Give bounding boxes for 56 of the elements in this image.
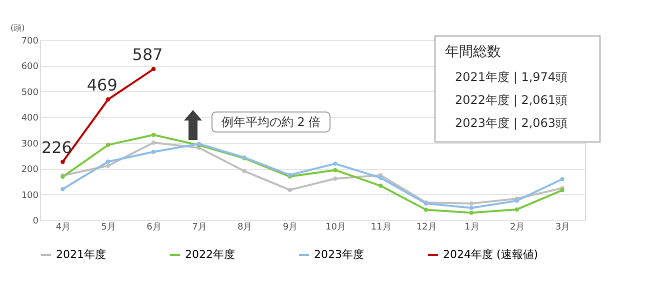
annotation: 2022年度 | 2,061頭 — [455, 93, 568, 107]
y-tick-label: 400 — [21, 114, 39, 124]
point — [60, 160, 65, 164]
annotation: 例年平均の約 2 倍 — [221, 115, 321, 129]
point — [514, 207, 519, 212]
point — [469, 201, 474, 206]
data-label: 587 — [132, 45, 163, 64]
x-tick-label: 12月 — [416, 222, 437, 232]
x-tick-label: 5月 — [101, 222, 116, 232]
point — [106, 97, 110, 102]
x-tick-label: 6月 — [146, 222, 162, 232]
point — [424, 208, 428, 212]
y-tick-label: 300 — [21, 139, 39, 150]
annotation: 2021年度 | 1,974頭 — [455, 70, 568, 84]
y-tick-label: 600 — [21, 62, 39, 72]
point — [106, 160, 110, 164]
point — [151, 150, 156, 154]
x-tick-label: 8月 — [238, 222, 252, 232]
x-tick-label: 3月 — [555, 222, 570, 232]
x-tick-label: 9月 — [282, 222, 298, 232]
data-label: 469 — [86, 75, 118, 94]
annotation: 2023年度 | 2,063頭 — [455, 116, 568, 130]
point — [560, 176, 564, 182]
point — [288, 188, 292, 192]
point — [333, 168, 338, 172]
x-tick-label: 4月 — [56, 222, 71, 232]
x-tick-label: 2月 — [510, 222, 525, 232]
y-tick-label: 700 — [21, 36, 39, 46]
y-tick-label: 200 — [21, 165, 39, 176]
legend-label: 2021年度 — [56, 248, 106, 261]
y-axis-title: (頭) — [10, 24, 25, 32]
point — [378, 176, 383, 180]
point — [151, 132, 156, 138]
point — [333, 176, 338, 181]
y-tick-label: 500 — [21, 88, 39, 98]
x-tick-label: 7月 — [192, 222, 207, 232]
point — [242, 169, 246, 174]
point — [378, 184, 383, 188]
point — [469, 206, 474, 210]
x-tick-label: 11月 — [370, 222, 392, 232]
data-label: 226 — [41, 138, 72, 157]
legend-label: 2022年度 — [185, 248, 235, 261]
point — [333, 162, 338, 166]
point — [151, 66, 156, 72]
point — [469, 210, 474, 215]
point — [151, 140, 156, 145]
y-tick-label: 100 — [21, 190, 39, 201]
point — [106, 164, 110, 168]
legend-label: 2024年度 (速報値) — [443, 248, 538, 261]
x-tick-label: 1月 — [464, 222, 480, 232]
annotation: 年間総数 — [445, 44, 501, 60]
point — [60, 187, 65, 192]
y-tick-label: 0 — [32, 216, 39, 226]
legend-label: 2023年度 — [314, 248, 364, 261]
x-tick-label: 10月 — [325, 222, 346, 232]
point — [106, 142, 110, 148]
